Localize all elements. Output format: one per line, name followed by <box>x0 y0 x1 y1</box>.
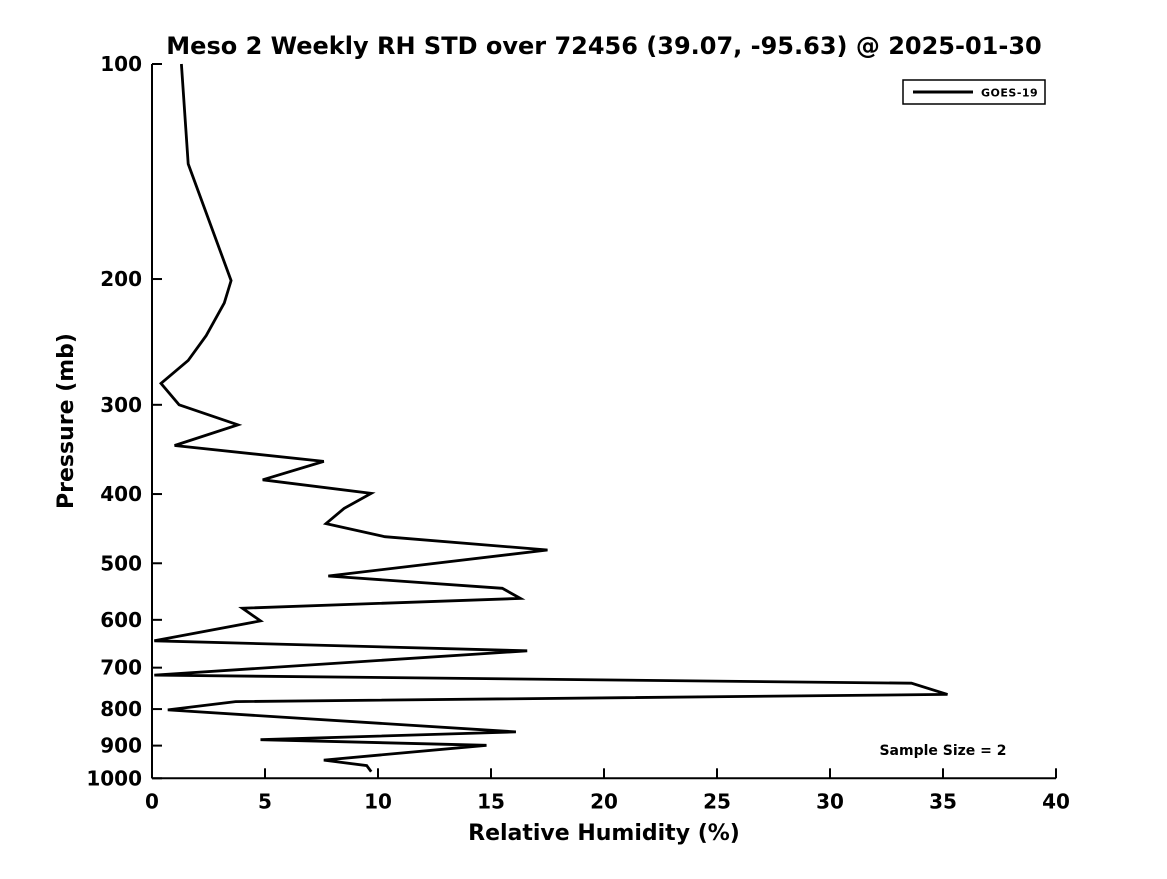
chart-title: Meso 2 Weekly RH STD over 72456 (39.07, … <box>166 32 1041 60</box>
x-tick-label: 25 <box>703 789 731 813</box>
x-tick-label: 10 <box>364 789 392 813</box>
x-tick-label: 5 <box>258 789 272 813</box>
y-tick-label: 800 <box>100 697 142 721</box>
y-tick-label: 1000 <box>86 766 142 790</box>
legend-entry-label: GOES-19 <box>981 87 1038 100</box>
sample-size-annotation: Sample Size = 2 <box>879 743 1006 759</box>
x-tick-label: 0 <box>145 789 159 813</box>
y-axis-ticks: 100 200 300 400 500 600 700 800 900 1000 <box>86 52 162 790</box>
y-tick-label: 200 <box>100 267 142 291</box>
y-tick-label: 600 <box>100 608 142 632</box>
x-tick-label: 30 <box>816 789 844 813</box>
x-tick-label: 35 <box>929 789 957 813</box>
x-tick-label: 40 <box>1042 789 1070 813</box>
rh-std-profile-line <box>154 63 948 773</box>
y-tick-label: 100 <box>100 52 142 76</box>
x-axis-label: Relative Humidity (%) <box>468 821 740 846</box>
y-tick-label: 900 <box>100 734 142 758</box>
y-tick-label: 500 <box>100 551 142 575</box>
y-tick-label: 300 <box>100 393 142 417</box>
y-tick-label: 700 <box>100 656 142 680</box>
x-tick-label: 20 <box>590 789 618 813</box>
legend: GOES-19 <box>902 79 1046 105</box>
x-tick-label: 15 <box>477 789 505 813</box>
y-tick-label: 400 <box>100 482 142 506</box>
y-axis-label: Pressure (mb) <box>54 333 79 509</box>
x-axis-ticks: 0 5 10 15 20 25 30 35 40 <box>145 768 1070 813</box>
